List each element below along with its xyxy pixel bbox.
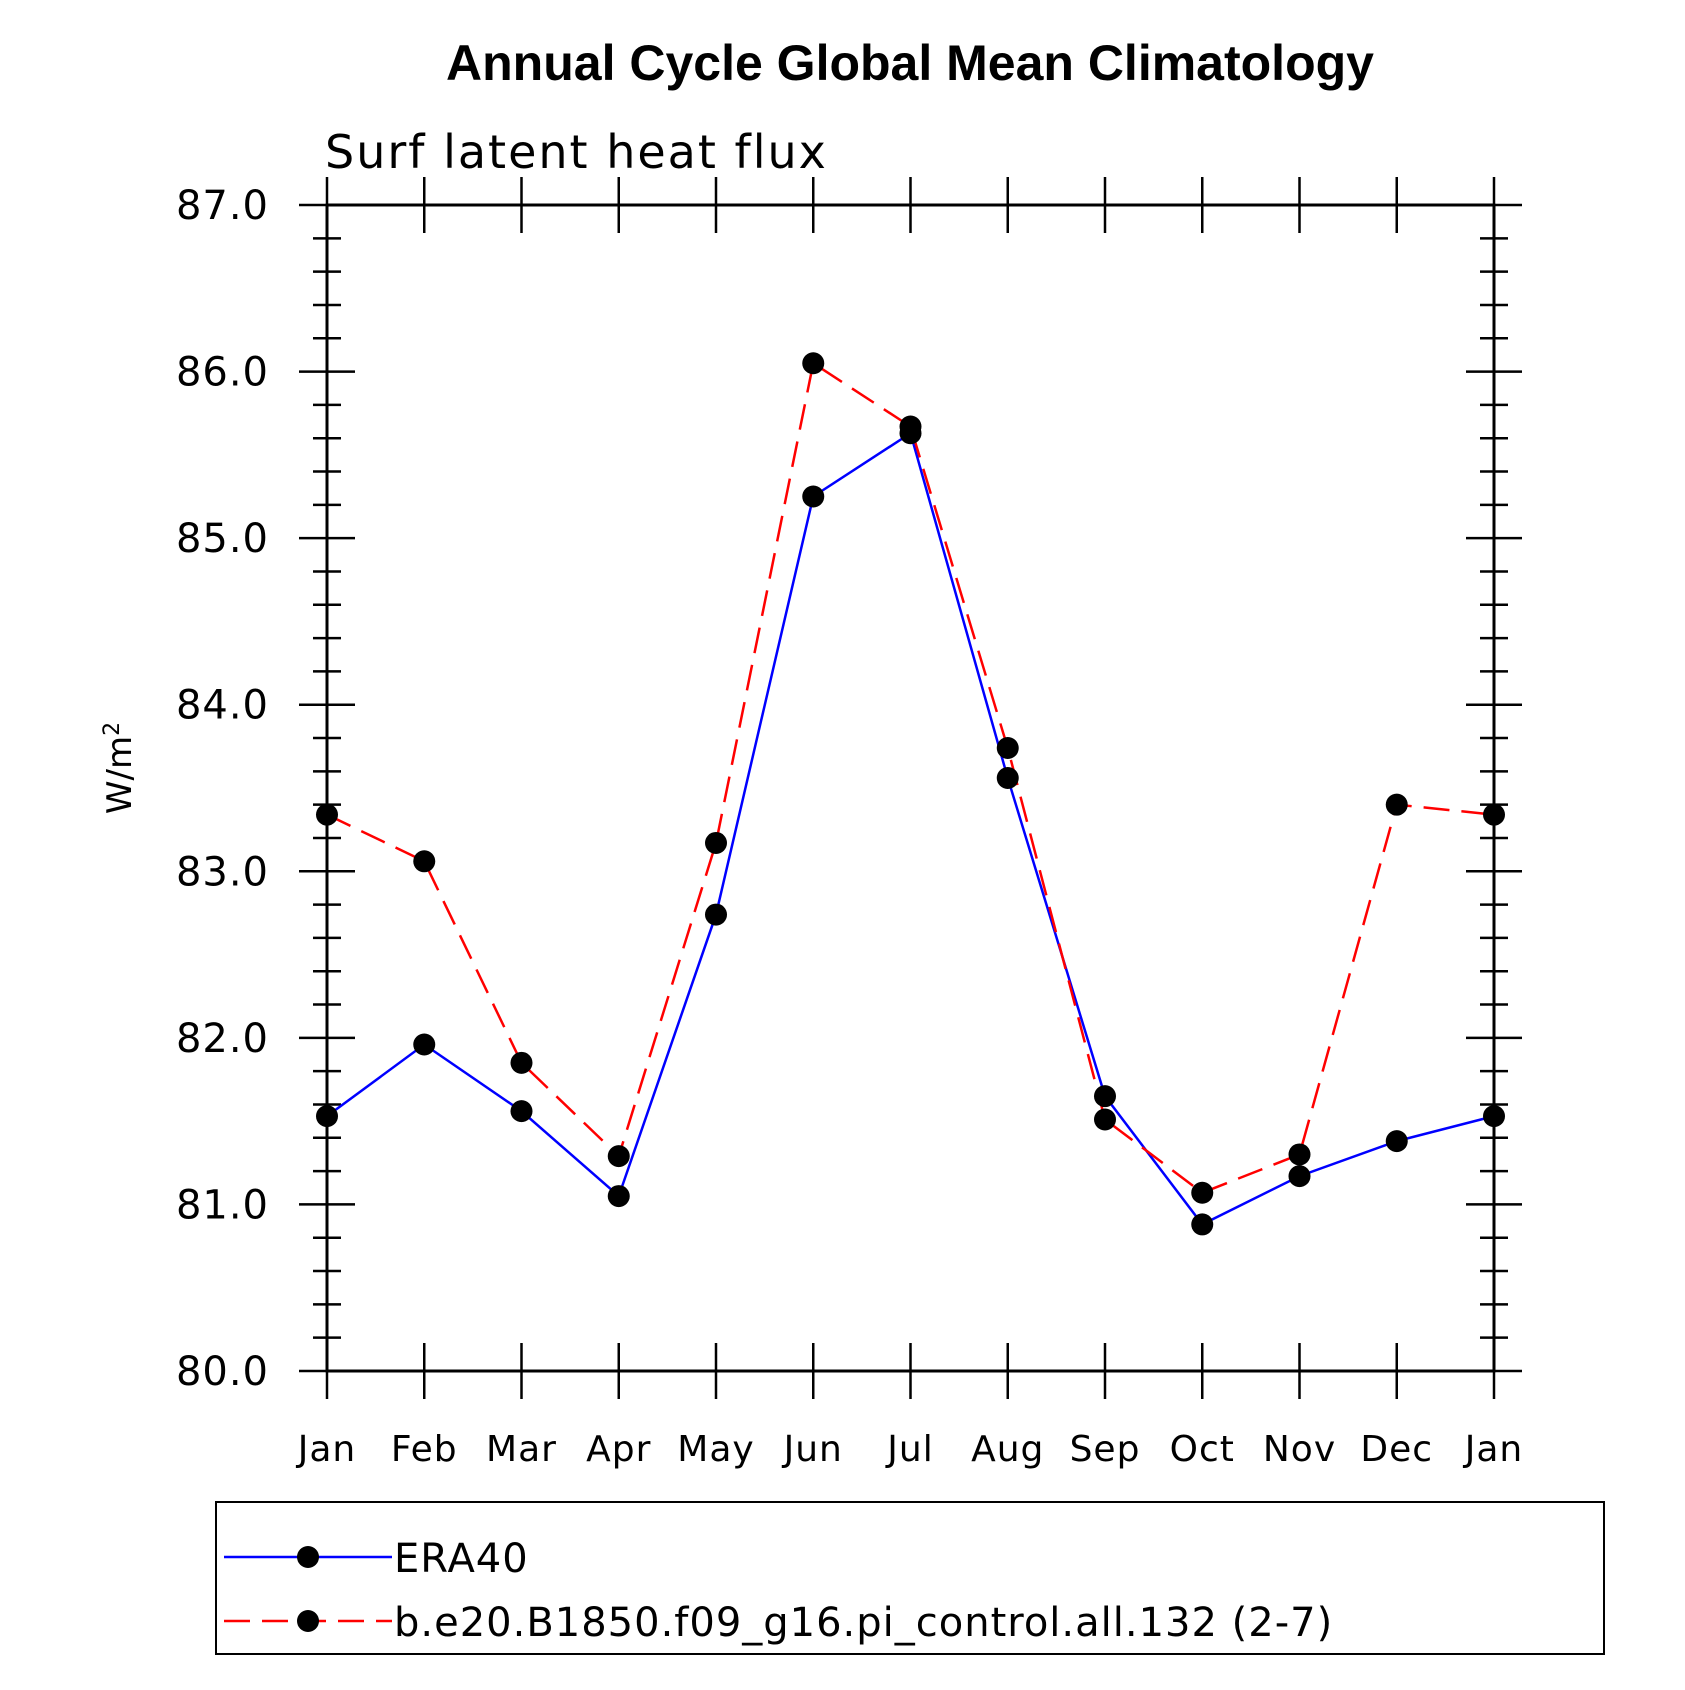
data-point-series-1 — [705, 831, 727, 854]
x-tick-label: Dec — [1360, 1429, 1433, 1470]
data-point-series-1 — [802, 352, 825, 375]
data-point-series-0 — [1385, 1130, 1408, 1153]
y-tick-label: 87.0 — [176, 183, 269, 229]
legend-label-1: b.e20.B1850.f09_g16.pi_control.all.132 (… — [394, 1600, 1333, 1646]
x-tick-label: Jan — [1463, 1429, 1524, 1470]
data-point-series-1 — [413, 850, 436, 873]
legend: ERA40 b.e20.B1850.f09_g16.pi_control.all.… — [215, 1501, 1605, 1655]
data-point-series-1 — [996, 737, 1019, 760]
data-point-series-0 — [316, 1105, 338, 1128]
data-point-series-1 — [607, 1145, 630, 1168]
data-point-series-1 — [1191, 1181, 1214, 1204]
x-tick-label: May — [677, 1429, 754, 1470]
x-tick-label: Nov — [1263, 1429, 1336, 1470]
legend-box — [215, 1501, 1605, 1655]
y-axis-label-group: W/m2 — [100, 722, 141, 814]
series-layer — [316, 352, 1505, 1236]
legend-label-0: ERA40 — [394, 1536, 529, 1582]
y-tick-label: 81.0 — [176, 1182, 269, 1228]
data-point-series-1 — [899, 415, 922, 438]
y-tick-label: 85.0 — [176, 516, 269, 562]
y-axis-label-superscript: 2 — [100, 722, 125, 736]
data-point-series-0 — [1483, 1105, 1505, 1128]
series-line-0 — [326, 431, 1495, 1226]
data-point-series-0 — [996, 767, 1019, 790]
data-point-series-1 — [1288, 1143, 1311, 1166]
data-point-series-0 — [1191, 1213, 1214, 1236]
chart-subtitle: Surf latent heat flux — [325, 125, 828, 179]
x-tick-label: Oct — [1170, 1429, 1235, 1470]
y-axis-label: W/m2 — [100, 722, 141, 814]
data-point-series-1 — [1094, 1108, 1116, 1131]
x-tick-label: Jul — [885, 1429, 933, 1470]
y-tick-label: 83.0 — [176, 849, 269, 895]
legend-marker-0 — [297, 1546, 319, 1568]
data-point-series-1 — [316, 803, 338, 826]
data-point-series-0 — [1094, 1085, 1116, 1108]
data-point-series-0 — [510, 1100, 533, 1123]
data-point-series-1 — [1385, 793, 1408, 816]
y-axis-label-unit: W/m — [100, 736, 140, 814]
axes-layer: 80.0 81.0 82.0 83.0 84.0 85.0 86.0 87.0 Jan Feb Ma… — [176, 177, 1524, 1470]
x-tick-label: Mar — [486, 1429, 557, 1470]
y-tick-label: 84.0 — [176, 683, 269, 729]
data-point-series-1 — [1483, 803, 1505, 826]
data-point-series-0 — [705, 903, 727, 926]
x-tick-label: Jan — [296, 1429, 357, 1470]
chart-title: Annual Cycle Global Mean Climatology — [446, 35, 1374, 91]
x-tick-label: Feb — [391, 1429, 458, 1470]
y-tick-label: 80.0 — [176, 1349, 269, 1395]
y-tick-label: 82.0 — [176, 1016, 269, 1062]
data-point-series-0 — [607, 1185, 630, 1208]
x-tick-label: Jun — [782, 1429, 843, 1470]
data-point-series-1 — [510, 1051, 533, 1074]
x-tick-label: Apr — [586, 1429, 651, 1470]
data-point-series-0 — [802, 485, 825, 508]
x-tick-label: Aug — [971, 1429, 1044, 1470]
x-tick-label: Sep — [1070, 1429, 1141, 1470]
legend-marker-1 — [297, 1610, 319, 1632]
data-point-series-0 — [413, 1033, 436, 1056]
plot-frame — [325, 203, 1496, 1373]
series-line-1 — [326, 361, 1495, 1195]
y-tick-label: 86.0 — [176, 350, 269, 396]
data-point-series-0 — [1288, 1165, 1311, 1188]
